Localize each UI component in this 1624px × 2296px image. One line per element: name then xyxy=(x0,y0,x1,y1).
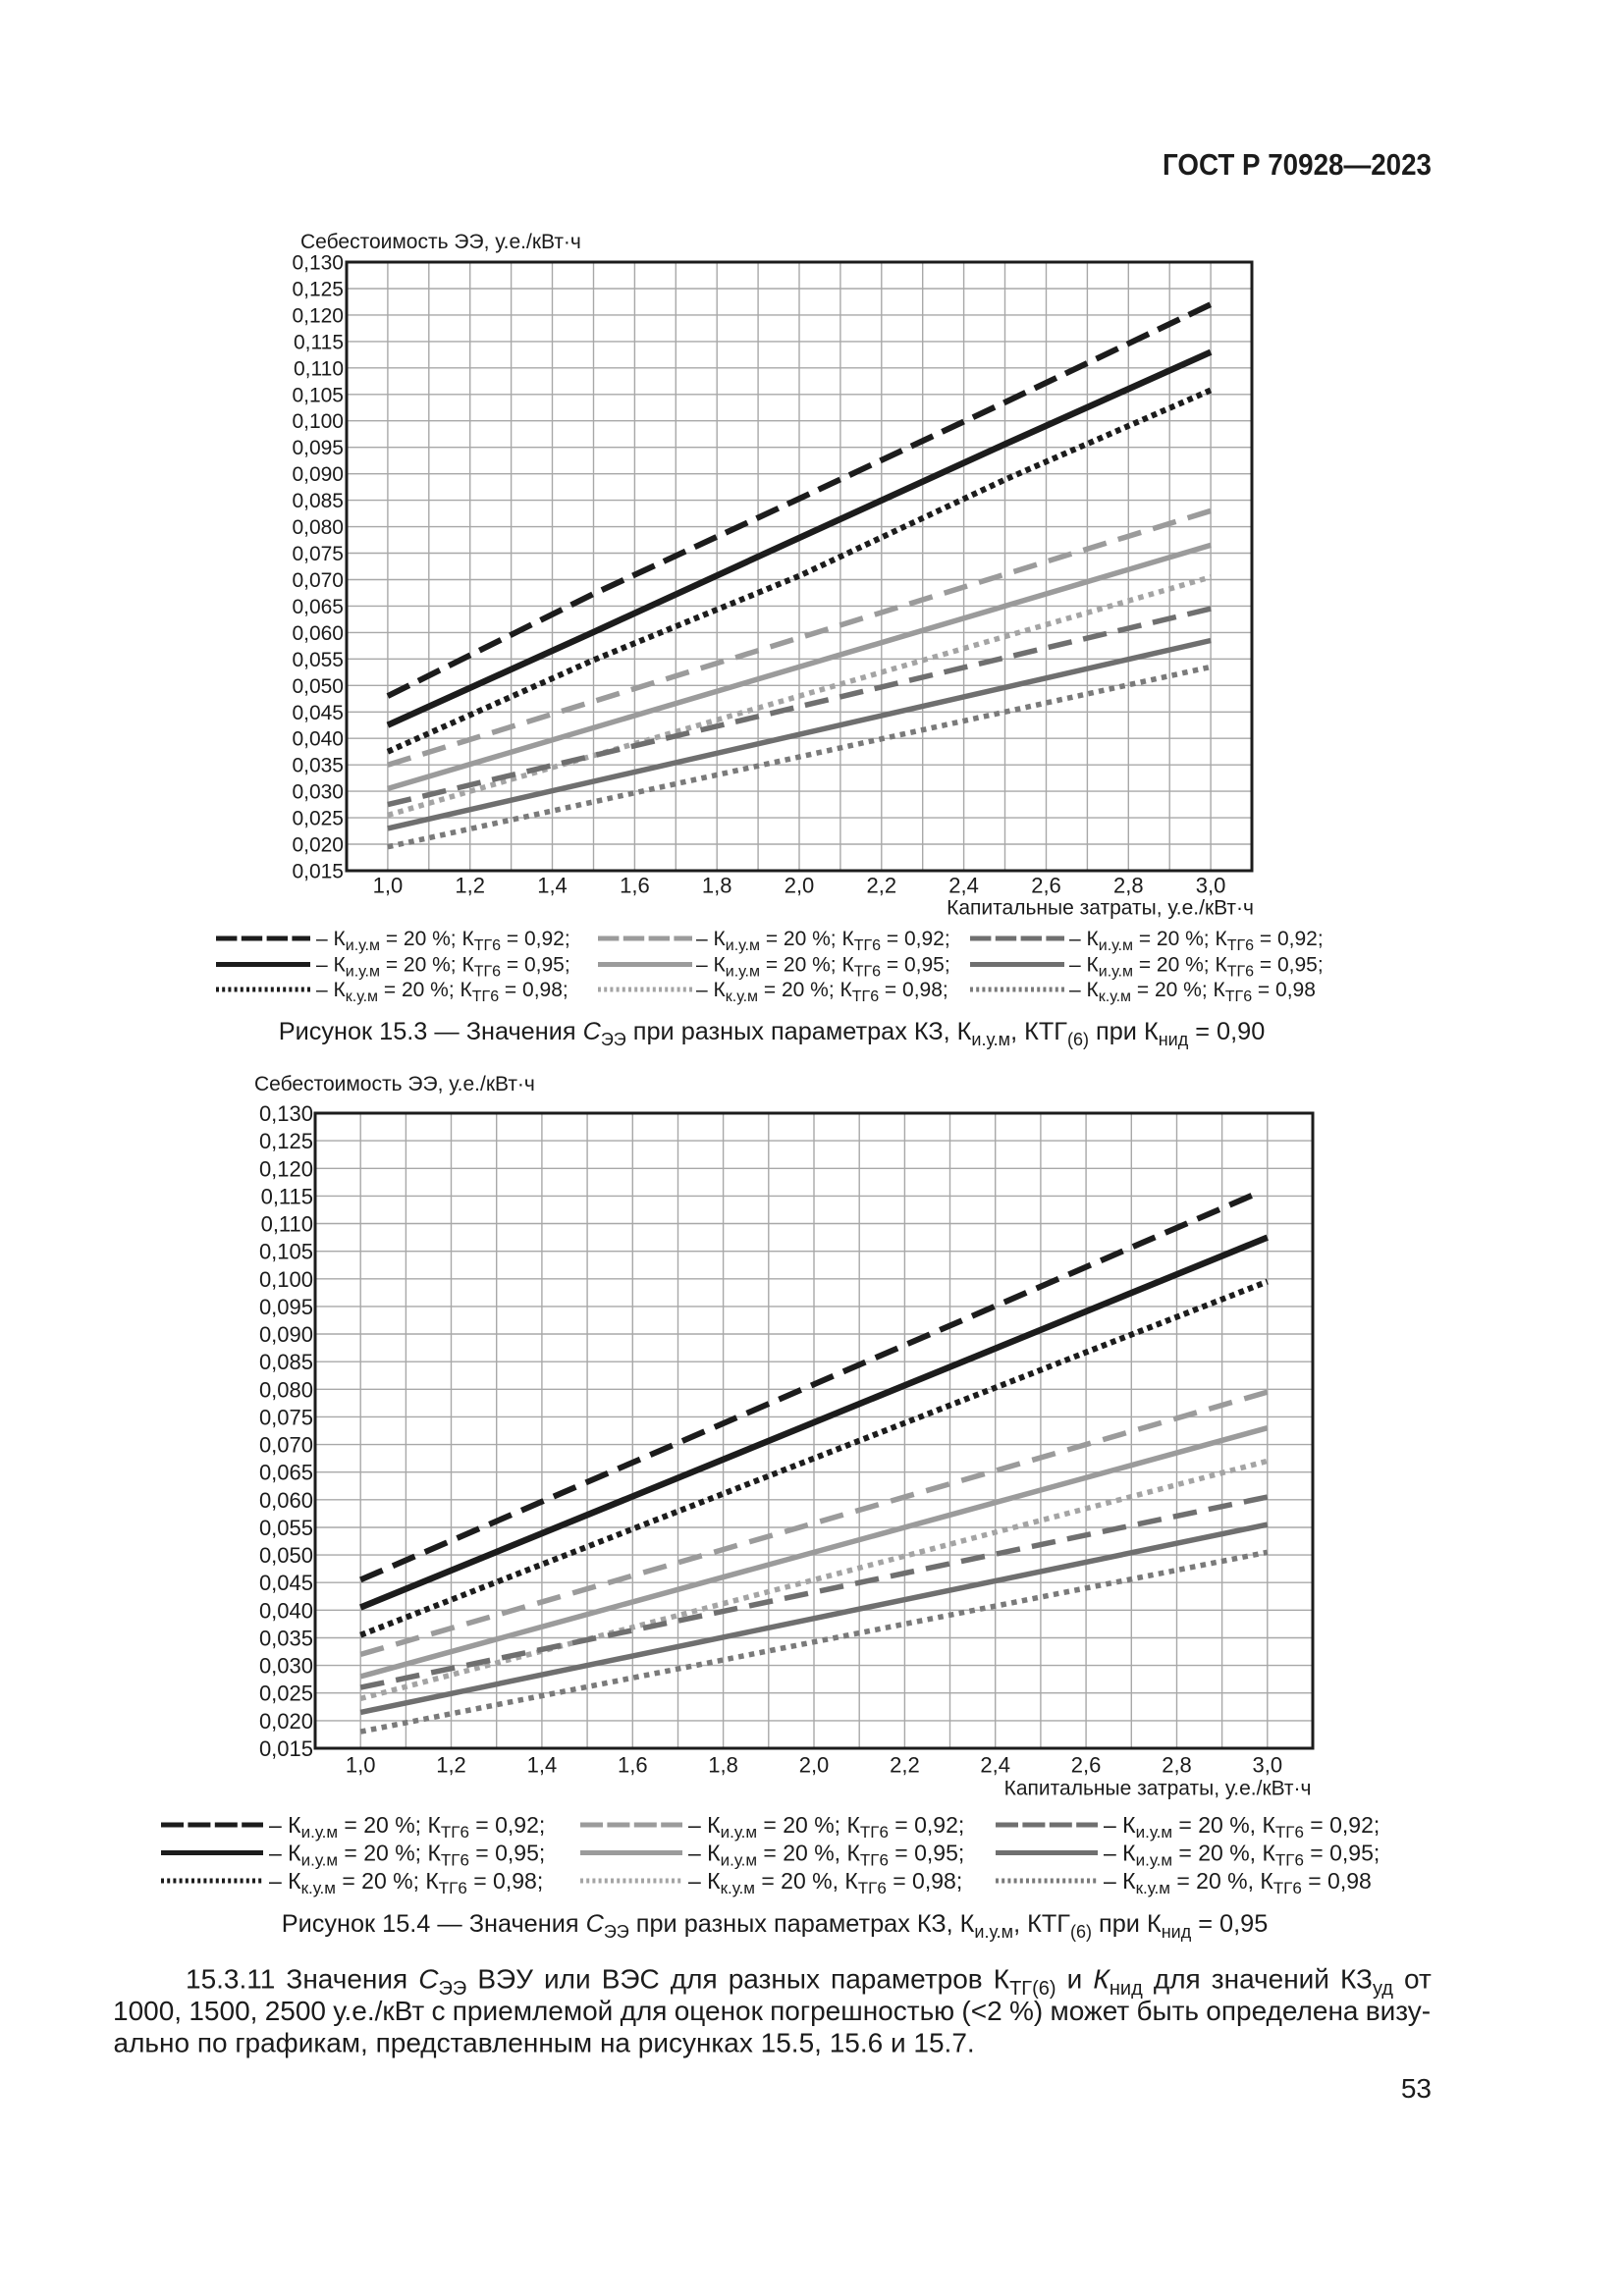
svg-text:2,2: 2,2 xyxy=(890,1753,920,1778)
svg-text:0,100: 0,100 xyxy=(259,1267,313,1292)
svg-text:Капитальные затраты, у.е./кВт·: Капитальные затраты, у.е./кВт·ч xyxy=(947,897,1254,920)
svg-text:0,040: 0,040 xyxy=(292,728,344,751)
svg-text:0,110: 0,110 xyxy=(294,357,344,380)
svg-text:2,4: 2,4 xyxy=(948,874,979,898)
svg-text:3,0: 3,0 xyxy=(1196,874,1226,898)
svg-text:– Ки.у.м = 20 %; КТГ6 = 0,95;: – Ки.у.м = 20 %; КТГ6 = 0,95; xyxy=(269,1840,545,1869)
svg-text:Себестоимость ЭЭ, у.е./кВт·ч: Себестоимость ЭЭ, у.е./кВт·ч xyxy=(300,231,581,253)
svg-text:0,050: 0,050 xyxy=(259,1543,313,1568)
svg-text:1,4: 1,4 xyxy=(537,874,568,898)
svg-text:0,095: 0,095 xyxy=(292,437,344,459)
svg-text:2,6: 2,6 xyxy=(1031,874,1061,898)
svg-text:– Ки.у.м = 20 %, КТГ6 = 0,95;: – Ки.у.м = 20 %, КТГ6 = 0,95; xyxy=(688,1840,964,1869)
svg-text:0,050: 0,050 xyxy=(292,675,344,698)
svg-text:2,2: 2,2 xyxy=(867,874,897,898)
svg-text:0,035: 0,035 xyxy=(259,1627,313,1651)
svg-text:1,0: 1,0 xyxy=(346,1753,376,1778)
svg-text:– Кк.у.м = 20 %; КТГ6 = 0,98;: – Кк.у.м = 20 %; КТГ6 = 0,98; xyxy=(696,979,948,1005)
svg-text:0,040: 0,040 xyxy=(259,1598,313,1623)
svg-text:– Кк.у.м = 20 %, КТГ6 = 0,98: – Кк.у.м = 20 %, КТГ6 = 0,98 xyxy=(1104,1868,1372,1897)
svg-text:0,020: 0,020 xyxy=(292,834,344,857)
svg-text:3,0: 3,0 xyxy=(1253,1753,1283,1778)
svg-text:0,020: 0,020 xyxy=(259,1709,313,1734)
svg-text:0,120: 0,120 xyxy=(259,1156,313,1181)
svg-text:0,035: 0,035 xyxy=(292,755,344,777)
svg-text:– Ки.у.м = 20 %; КТГ6 = 0,92;: – Ки.у.м = 20 %; КТГ6 = 0,92; xyxy=(269,1812,545,1842)
svg-text:0,060: 0,060 xyxy=(292,622,344,645)
svg-text:1,8: 1,8 xyxy=(708,1753,738,1778)
svg-text:0,015: 0,015 xyxy=(259,1736,313,1761)
svg-text:0,070: 0,070 xyxy=(292,569,344,592)
svg-text:0,105: 0,105 xyxy=(259,1240,313,1264)
svg-text:0,015: 0,015 xyxy=(292,861,344,883)
svg-text:1000, 1500, 2500 у.е./кВт с пр: 1000, 1500, 2500 у.е./кВт с приемлемой д… xyxy=(113,1996,1431,2026)
svg-text:– Ки.у.м = 20 %; КТГ6 = 0,95;: – Ки.у.м = 20 %; КТГ6 = 0,95; xyxy=(1069,954,1324,981)
svg-text:Рисунок 15.4 — Значения СЭЭ пр: Рисунок 15.4 — Значения СЭЭ при разных п… xyxy=(282,1910,1269,1942)
svg-text:– Ки.у.м = 20 %; КТГ6 = 0,95;: – Ки.у.м = 20 %; КТГ6 = 0,95; xyxy=(696,954,950,981)
svg-text:– Ки.у.м = 20 %; КТГ6 = 0,92;: – Ки.у.м = 20 %; КТГ6 = 0,92; xyxy=(688,1812,964,1842)
svg-text:0,055: 0,055 xyxy=(292,649,344,671)
svg-text:2,0: 2,0 xyxy=(785,874,815,898)
svg-text:0,100: 0,100 xyxy=(292,410,344,433)
svg-text:– Кк.у.м = 20 %, КТГ6 = 0,98;: – Кк.у.м = 20 %, КТГ6 = 0,98; xyxy=(688,1868,962,1897)
svg-text:Себестоимость ЭЭ, у.е./кВт·ч: Себестоимость ЭЭ, у.е./кВт·ч xyxy=(254,1073,535,1095)
svg-text:0,025: 0,025 xyxy=(292,808,344,830)
svg-text:0,030: 0,030 xyxy=(292,781,344,804)
svg-text:15.3.11 Значения СЭЭ ВЭУ или В: 15.3.11 Значения СЭЭ ВЭУ или ВЭС для раз… xyxy=(186,1964,1432,2001)
svg-text:2,6: 2,6 xyxy=(1071,1753,1102,1778)
svg-text:0,075: 0,075 xyxy=(292,543,344,565)
svg-text:0,080: 0,080 xyxy=(292,516,344,539)
svg-text:0,105: 0,105 xyxy=(292,384,344,406)
svg-text:0,110: 0,110 xyxy=(261,1212,313,1237)
svg-text:Капитальные затраты, у.е./кВт·: Капитальные затраты, у.е./кВт·ч xyxy=(1004,1778,1312,1800)
svg-text:– Ки.у.м = 20 %; КТГ6 = 0,92;: – Ки.у.м = 20 %; КТГ6 = 0,92; xyxy=(316,928,570,954)
svg-text:0,075: 0,075 xyxy=(259,1405,313,1429)
svg-text:1,2: 1,2 xyxy=(436,1753,466,1778)
svg-text:0,030: 0,030 xyxy=(259,1654,313,1679)
svg-text:0,085: 0,085 xyxy=(292,490,344,512)
svg-text:0,130: 0,130 xyxy=(292,252,344,275)
svg-text:0,080: 0,080 xyxy=(259,1377,313,1402)
svg-text:– Ки.у.м = 20 %; КТГ6 = 0,92;: – Ки.у.м = 20 %; КТГ6 = 0,92; xyxy=(696,928,950,954)
svg-text:2,8: 2,8 xyxy=(1113,874,1144,898)
svg-text:Рисунок 15.3 — Значения СЭЭ пр: Рисунок 15.3 — Значения СЭЭ при разных п… xyxy=(279,1018,1266,1049)
svg-text:0,060: 0,060 xyxy=(259,1488,313,1513)
svg-text:ГОСТ Р 70928—2023: ГОСТ Р 70928—2023 xyxy=(1163,147,1432,182)
svg-text:– Ки.у.м = 20 %; КТГ6 = 0,92;: – Ки.у.м = 20 %; КТГ6 = 0,92; xyxy=(1069,928,1324,954)
svg-text:1,8: 1,8 xyxy=(702,874,732,898)
svg-text:0,120: 0,120 xyxy=(292,304,344,327)
svg-text:0,055: 0,055 xyxy=(259,1516,313,1540)
svg-text:0,095: 0,095 xyxy=(259,1295,313,1319)
svg-text:0,045: 0,045 xyxy=(259,1571,313,1595)
svg-text:– Ки.у.м = 20 %; КТГ6 = 0,95;: – Ки.у.м = 20 %; КТГ6 = 0,95; xyxy=(316,954,570,981)
svg-text:0,125: 0,125 xyxy=(292,279,344,301)
svg-text:ально по графикам, представлен: ально по графикам, представленным на рис… xyxy=(114,2028,975,2058)
svg-text:2,4: 2,4 xyxy=(980,1753,1010,1778)
svg-text:1,6: 1,6 xyxy=(618,1753,648,1778)
svg-text:– Кк.у.м = 20 %; КТГ6 = 0,98;: – Кк.у.м = 20 %; КТГ6 = 0,98; xyxy=(316,979,568,1005)
svg-text:1,6: 1,6 xyxy=(620,874,650,898)
svg-text:2,8: 2,8 xyxy=(1162,1753,1192,1778)
svg-text:0,115: 0,115 xyxy=(294,331,344,353)
svg-text:– Ки.у.м = 20 %, КТГ6 = 0,92;: – Ки.у.м = 20 %, КТГ6 = 0,92; xyxy=(1104,1812,1380,1842)
svg-text:– Кк.у.м = 20 %; КТГ6 = 0,98;: – Кк.у.м = 20 %; КТГ6 = 0,98; xyxy=(269,1868,543,1897)
svg-text:1,2: 1,2 xyxy=(455,874,485,898)
svg-text:0,065: 0,065 xyxy=(259,1461,313,1485)
svg-text:0,125: 0,125 xyxy=(259,1129,313,1153)
svg-text:0,065: 0,065 xyxy=(292,596,344,618)
svg-text:0,045: 0,045 xyxy=(292,702,344,724)
svg-text:– Ки.у.м = 20 %, КТГ6 = 0,95;: – Ки.у.м = 20 %, КТГ6 = 0,95; xyxy=(1104,1840,1380,1869)
svg-text:– Кк.у.м = 20 %; КТГ6 = 0,98: – Кк.у.м = 20 %; КТГ6 = 0,98 xyxy=(1069,979,1316,1005)
svg-text:1,4: 1,4 xyxy=(527,1753,558,1778)
svg-text:2,0: 2,0 xyxy=(799,1753,830,1778)
svg-text:0,070: 0,070 xyxy=(259,1433,313,1458)
svg-text:0,085: 0,085 xyxy=(259,1350,313,1374)
svg-text:53: 53 xyxy=(1401,2073,1432,2104)
svg-text:0,090: 0,090 xyxy=(292,463,344,486)
svg-text:0,025: 0,025 xyxy=(259,1682,313,1706)
svg-text:0,115: 0,115 xyxy=(261,1184,313,1208)
svg-text:0,090: 0,090 xyxy=(259,1322,313,1347)
svg-text:1,0: 1,0 xyxy=(373,874,404,898)
svg-text:0,130: 0,130 xyxy=(259,1101,313,1126)
